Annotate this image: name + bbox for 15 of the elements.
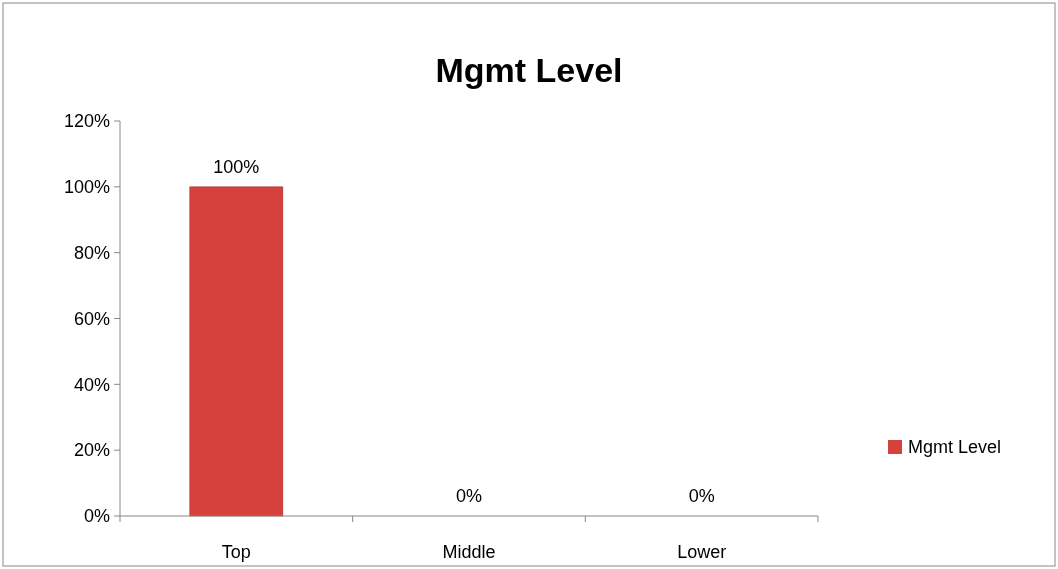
y-tick-label: 60% (73, 308, 110, 329)
legend-label: Mgmt Level (908, 437, 1002, 458)
y-tick-label: 40% (73, 374, 110, 395)
y-tick-label: 100% (63, 177, 110, 198)
chart-title: Mgmt Level (435, 51, 623, 89)
x-tick-label: Top (221, 542, 251, 562)
text: 100% (213, 156, 260, 177)
x-tick-label: Lower (677, 542, 727, 562)
text: 0% (688, 486, 715, 506)
x-tick-label: Middle (442, 542, 496, 562)
y-tick-label: 120% (63, 111, 110, 132)
y-tick-label: 80% (73, 242, 110, 263)
text: 0% (455, 486, 483, 506)
y-tick-label: 0% (83, 506, 110, 527)
y-tick-label: 20% (73, 440, 110, 461)
